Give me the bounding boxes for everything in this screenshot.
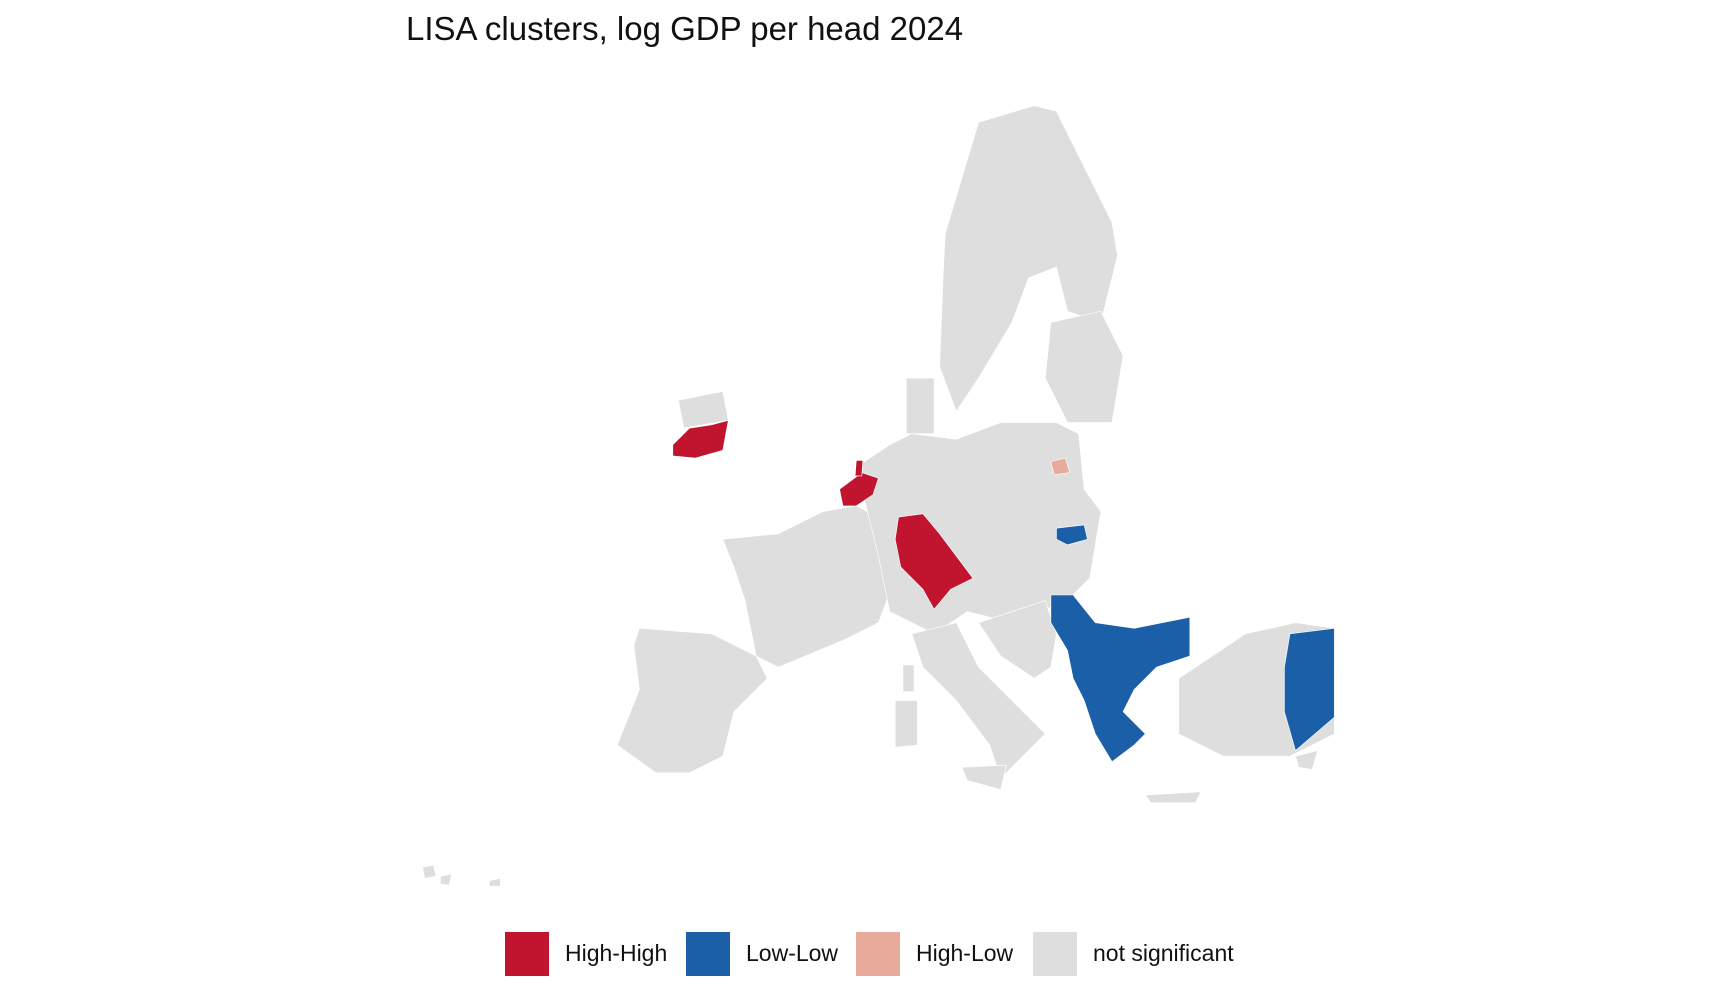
region — [1145, 791, 1202, 804]
region — [1056, 524, 1088, 546]
region — [905, 377, 935, 435]
legend-label: not significant — [1093, 940, 1234, 966]
map-title: LISA clusters, log GDP per head 2024 — [406, 10, 963, 47]
legend-label: Low-Low — [746, 940, 838, 966]
region — [978, 600, 1057, 679]
region — [422, 864, 437, 879]
legend-label: High-Low — [916, 940, 1014, 966]
legend-label: High-High — [565, 940, 667, 966]
legend-swatch — [686, 932, 730, 976]
region — [1050, 594, 1191, 763]
legend-swatch — [505, 932, 549, 976]
legend-swatch — [1033, 932, 1077, 976]
legend: High-High Low-Low High-Low not significant — [505, 932, 1234, 976]
map — [422, 105, 1335, 887]
legend-swatch — [856, 932, 900, 976]
region — [961, 764, 1007, 790]
region — [1044, 311, 1124, 423]
region — [911, 622, 1046, 779]
region — [902, 664, 915, 692]
region — [894, 513, 974, 610]
region — [1295, 750, 1319, 770]
region — [1050, 457, 1071, 476]
region — [854, 460, 864, 477]
region — [488, 878, 501, 887]
region — [672, 420, 729, 459]
region — [939, 105, 1118, 412]
region — [894, 700, 918, 748]
region — [1284, 627, 1335, 751]
region — [440, 873, 452, 886]
region — [722, 505, 896, 668]
region — [616, 627, 768, 774]
